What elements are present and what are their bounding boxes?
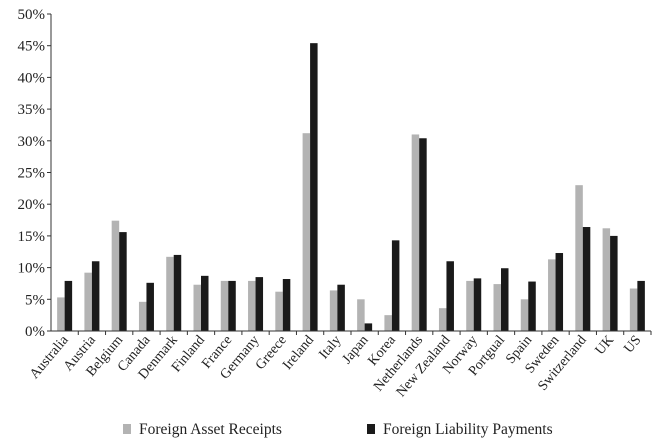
- bar-asset-receipts: [411, 134, 420, 331]
- y-tick-label: 35%: [18, 102, 46, 118]
- y-tick-label: 50%: [18, 7, 46, 23]
- y-tick-label: 20%: [18, 197, 46, 213]
- bar-liability-payments: [310, 43, 318, 331]
- bar-liability-payments: [173, 254, 182, 331]
- y-tick-label: 25%: [18, 166, 46, 182]
- bar-asset-receipts: [111, 220, 120, 331]
- x-tick-label: UK: [593, 333, 617, 358]
- bar-liability-payments: [582, 227, 591, 331]
- bar-liability-payments: [228, 280, 236, 331]
- bar-liability-payments: [528, 281, 536, 331]
- bar-asset-receipts: [138, 301, 147, 331]
- bar-liability-payments: [364, 323, 373, 331]
- bar-asset-receipts: [575, 185, 583, 331]
- bar-asset-receipts: [193, 284, 201, 331]
- bar-asset-receipts: [493, 284, 501, 331]
- bar-asset-receipts: [220, 280, 229, 331]
- y-tick-label: 30%: [18, 134, 46, 150]
- legend-swatch-liability-payments: [367, 424, 375, 434]
- bar-liability-payments: [501, 268, 509, 331]
- bar-liability-payments: [282, 279, 291, 331]
- y-axis: 0% 5% 10% 15% 20% 25% 30% 35% 40% 45% 50%: [18, 7, 52, 340]
- bar-asset-receipts: [520, 299, 529, 331]
- bar-asset-receipts: [329, 290, 338, 331]
- x-axis: AustraliaAustriaBelgiumCanadaDenmarkFinl…: [27, 330, 652, 400]
- x-tick-label: US: [621, 333, 644, 356]
- bar-asset-receipts: [602, 228, 611, 331]
- bar-liability-payments: [91, 261, 100, 331]
- x-tick-label: Ireland: [280, 333, 317, 373]
- bar-liability-payments: [610, 235, 618, 331]
- legend-label-liability-payments: Foreign Liability Payments: [383, 421, 553, 438]
- bar-asset-receipts: [357, 299, 365, 331]
- bar-asset-receipts: [166, 256, 174, 331]
- bar-liability-payments: [337, 284, 345, 331]
- bar-liability-payments: [391, 240, 400, 331]
- legend-swatch-asset-receipts: [123, 424, 131, 434]
- y-tick-label: 0%: [25, 324, 45, 340]
- y-tick-label: 45%: [18, 39, 46, 55]
- bar-asset-receipts: [438, 308, 447, 331]
- y-tick-label: 5%: [25, 292, 45, 308]
- bar-asset-receipts: [384, 315, 392, 331]
- y-tick-label: 40%: [18, 70, 46, 86]
- bar-liability-payments: [473, 278, 482, 331]
- y-tick-label: 15%: [18, 229, 46, 245]
- bar-liability-payments: [419, 138, 427, 331]
- legend-label-asset-receipts: Foreign Asset Receipts: [139, 421, 282, 438]
- bar-liability-payments: [119, 232, 127, 331]
- bar-asset-receipts: [548, 259, 556, 331]
- bars: [57, 43, 645, 331]
- bar-asset-receipts: [57, 297, 65, 331]
- bar-asset-receipts: [248, 280, 256, 331]
- bar-asset-receipts: [466, 280, 474, 331]
- bar-asset-receipts: [84, 272, 92, 331]
- bar-liability-payments: [555, 253, 564, 331]
- bar-asset-receipts: [275, 291, 283, 331]
- bar-liability-payments: [64, 280, 73, 331]
- y-tick-label: 10%: [18, 261, 46, 277]
- bar-liability-payments: [146, 282, 154, 331]
- legend: Foreign Asset Receipts Foreign Liability…: [123, 421, 553, 438]
- bar-liability-payments: [637, 280, 645, 331]
- x-tick-label: Japan: [340, 333, 372, 367]
- bar-liability-payments: [201, 275, 209, 331]
- bar-liability-payments: [255, 277, 264, 331]
- bar-asset-receipts: [629, 288, 638, 331]
- bar-asset-receipts: [302, 133, 311, 331]
- bar-liability-payments: [446, 261, 454, 331]
